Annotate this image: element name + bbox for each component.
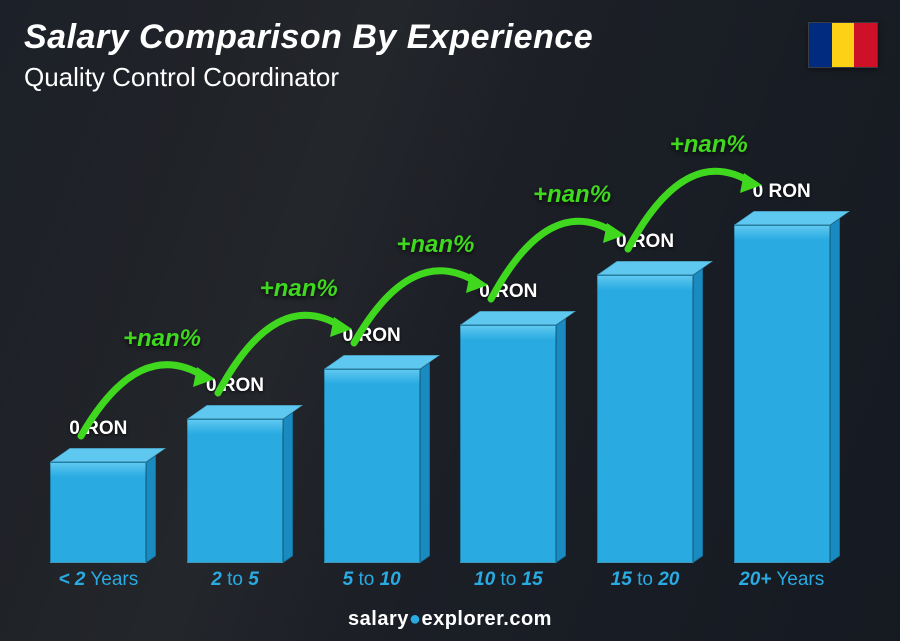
flag-stripe-2 (832, 23, 855, 67)
x-axis-label: 10 to 15 (440, 569, 577, 591)
x-axis-label: 20+ Years (713, 569, 850, 591)
brand-part-b: explorer (421, 608, 503, 630)
growth-arrow-icon (616, 137, 776, 257)
brand-part-c: .com (503, 608, 552, 630)
bar-5: 0 RON+nan% (713, 120, 850, 563)
x-axis-label: 5 to 10 (303, 569, 440, 591)
brand-part-a: salary (348, 608, 409, 630)
country-flag-icon (808, 22, 878, 68)
chart-canvas: Salary Comparison By Experience Quality … (0, 0, 900, 641)
flag-stripe-3 (854, 23, 877, 67)
x-axis-label: 2 to 5 (167, 569, 304, 591)
footer-brand: salary●explorer.com (0, 608, 900, 631)
bar-chart: 0 RON0 RON+nan%0 RON+nan%0 RON+nan%0 RON… (30, 120, 850, 591)
x-axis-label: 15 to 20 (577, 569, 714, 591)
bars-container: 0 RON0 RON+nan%0 RON+nan%0 RON+nan%0 RON… (30, 120, 850, 563)
x-axis-labels: < 2 Years2 to 55 to 1010 to 1515 to 2020… (30, 569, 850, 591)
chart-title: Salary Comparison By Experience (24, 18, 593, 57)
chart-subtitle: Quality Control Coordinator (24, 62, 339, 93)
x-axis-label: < 2 Years (30, 569, 167, 591)
flag-stripe-1 (809, 23, 832, 67)
